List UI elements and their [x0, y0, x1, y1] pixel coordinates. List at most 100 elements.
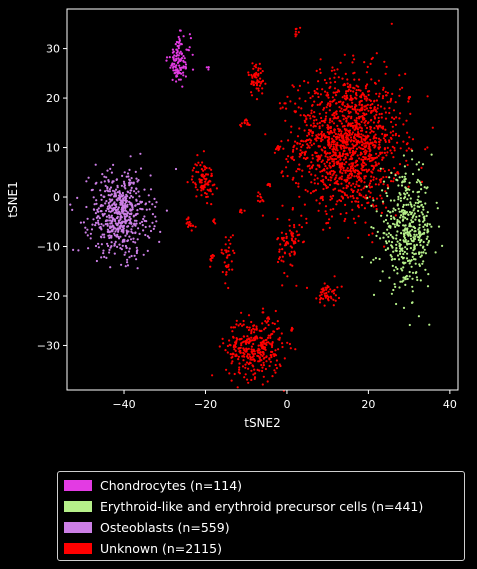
data-point: [110, 241, 113, 244]
data-point: [340, 175, 344, 178]
data-point: [344, 217, 347, 221]
data-point: [123, 204, 126, 207]
data-point: [372, 168, 375, 171]
data-point: [321, 198, 324, 202]
data-point: [411, 271, 415, 274]
data-point: [320, 100, 323, 104]
data-point: [329, 172, 332, 176]
data-point: [366, 134, 369, 137]
data-point: [262, 364, 265, 367]
data-point: [428, 323, 431, 326]
data-point: [384, 248, 387, 252]
data-point: [402, 239, 405, 242]
y-axis-label: tSNE1: [6, 181, 20, 218]
data-point: [117, 228, 120, 232]
data-point: [343, 219, 346, 223]
data-point: [236, 386, 239, 389]
data-point: [328, 109, 331, 112]
data-point: [234, 354, 237, 358]
data-point: [210, 174, 213, 177]
data-point: [318, 121, 321, 124]
data-point: [382, 220, 385, 223]
data-point: [411, 228, 414, 231]
data-point: [320, 132, 323, 135]
data-point: [265, 360, 268, 363]
data-point: [110, 225, 113, 229]
data-point: [115, 188, 118, 191]
data-point: [361, 166, 364, 169]
data-point: [312, 142, 316, 145]
data-point: [332, 188, 335, 191]
data-point: [188, 46, 191, 49]
data-point: [303, 203, 306, 206]
data-point: [423, 217, 426, 220]
data-point: [409, 237, 413, 240]
data-point: [241, 324, 244, 327]
data-point: [175, 55, 178, 58]
data-point: [424, 191, 427, 194]
data-point: [397, 184, 400, 187]
data-point: [363, 97, 366, 100]
data-point: [413, 247, 416, 250]
data-point: [411, 277, 414, 280]
data-point: [311, 95, 314, 98]
data-point: [398, 176, 401, 179]
data-point: [372, 178, 375, 181]
data-point: [406, 198, 409, 201]
data-point: [386, 151, 389, 154]
data-point: [226, 351, 229, 354]
data-point: [111, 181, 114, 184]
data-point: [340, 130, 343, 133]
data-point: [324, 205, 328, 208]
data-point: [298, 84, 301, 87]
data-point: [353, 175, 356, 178]
data-point: [224, 349, 227, 352]
data-point: [139, 201, 143, 204]
data-point: [114, 194, 117, 197]
legend-item-unknown: Unknown (n=2115): [64, 538, 456, 559]
data-point: [175, 58, 178, 62]
data-point: [237, 324, 240, 327]
data-point: [332, 170, 335, 173]
data-point: [170, 64, 173, 67]
data-point: [261, 92, 264, 95]
data-point: [357, 200, 360, 203]
data-point: [267, 182, 270, 186]
data-point: [130, 222, 133, 225]
data-point: [224, 243, 227, 246]
data-point: [351, 131, 354, 134]
data-point: [404, 238, 407, 242]
data-point: [232, 249, 235, 252]
data-point: [360, 140, 363, 143]
data-point: [305, 217, 308, 220]
data-point: [323, 78, 326, 82]
data-point: [180, 52, 184, 55]
data-point: [397, 172, 400, 175]
data-point: [383, 170, 386, 173]
data-point: [335, 102, 338, 105]
data-point: [398, 88, 402, 91]
data-point: [320, 135, 323, 139]
data-point: [108, 231, 111, 234]
data-point: [401, 261, 405, 264]
data-point: [352, 182, 355, 185]
data-point: [337, 89, 340, 92]
data-point: [266, 316, 269, 319]
data-point: [305, 124, 308, 127]
data-point: [255, 325, 258, 328]
data-point: [387, 232, 391, 235]
data-point: [119, 235, 122, 238]
data-point: [313, 100, 316, 103]
data-point: [308, 114, 311, 117]
data-point: [333, 87, 337, 90]
data-point: [364, 151, 367, 155]
data-point: [393, 258, 396, 261]
data-point: [415, 271, 418, 274]
data-point: [255, 76, 258, 79]
data-point: [137, 227, 140, 230]
data-point: [151, 221, 154, 224]
data-point: [194, 182, 197, 185]
data-point: [406, 218, 409, 221]
data-point: [355, 94, 358, 97]
